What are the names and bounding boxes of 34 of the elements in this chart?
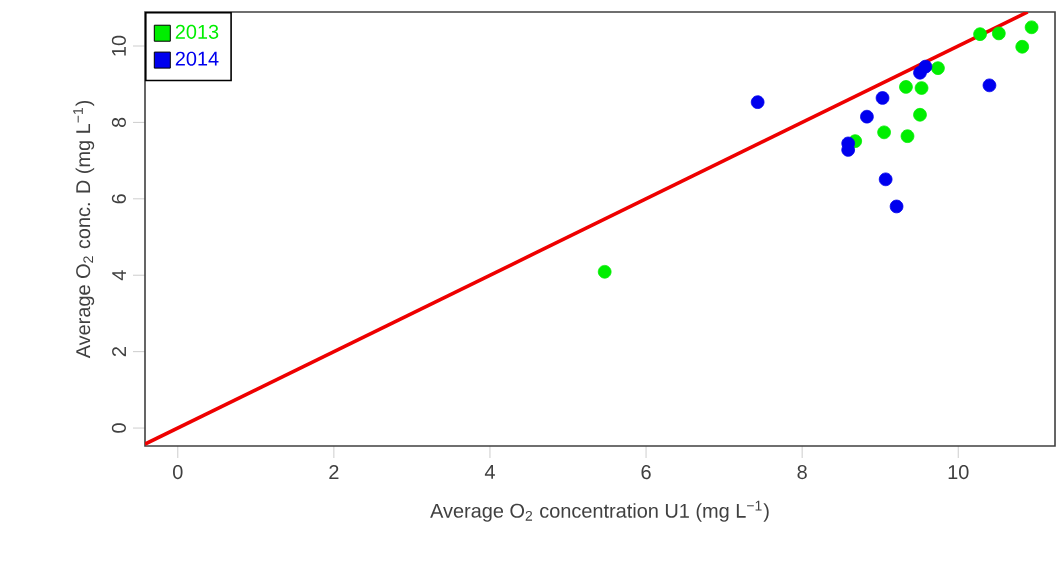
point — [973, 27, 987, 41]
point — [900, 129, 915, 143]
x-tick-label: 4 — [484, 465, 495, 479]
legend-label: 2013 — [175, 24, 219, 39]
point — [875, 91, 890, 105]
y-axis-title: Average O$_{2}$ conc. D (mg L$^{−1}$) — [73, 100, 95, 359]
point — [918, 59, 933, 74]
point — [913, 107, 927, 122]
point — [860, 109, 874, 124]
point — [914, 81, 929, 95]
y-tick-label: 6 — [111, 194, 126, 204]
x-tick-label: 10 — [948, 465, 969, 480]
y-tick-label: 8 — [111, 117, 126, 128]
x-tick-label: 0 — [173, 465, 183, 480]
point — [878, 172, 893, 187]
y-tick-label: 2 — [112, 347, 126, 357]
point — [982, 78, 997, 93]
x-axis-title: Average O$_{2}$ concentration U1 (mg L$^{−1}$) — [430, 500, 769, 522]
y-tick-label: 0 — [111, 423, 126, 433]
x-tick-label: 6 — [641, 465, 651, 480]
x-tick-label: 8 — [797, 465, 807, 480]
point — [597, 264, 612, 279]
point — [992, 26, 1006, 41]
point — [899, 80, 913, 94]
y-tick-label: 4 — [112, 270, 126, 281]
point — [1024, 20, 1039, 35]
x-tick-label: 2 — [329, 465, 339, 479]
point — [1015, 39, 1030, 54]
y-tick-label: 10 — [111, 35, 126, 56]
legend-label: 2014 — [175, 51, 219, 66]
point — [877, 125, 891, 140]
point — [889, 199, 904, 214]
point — [931, 61, 945, 75]
point — [750, 95, 765, 109]
